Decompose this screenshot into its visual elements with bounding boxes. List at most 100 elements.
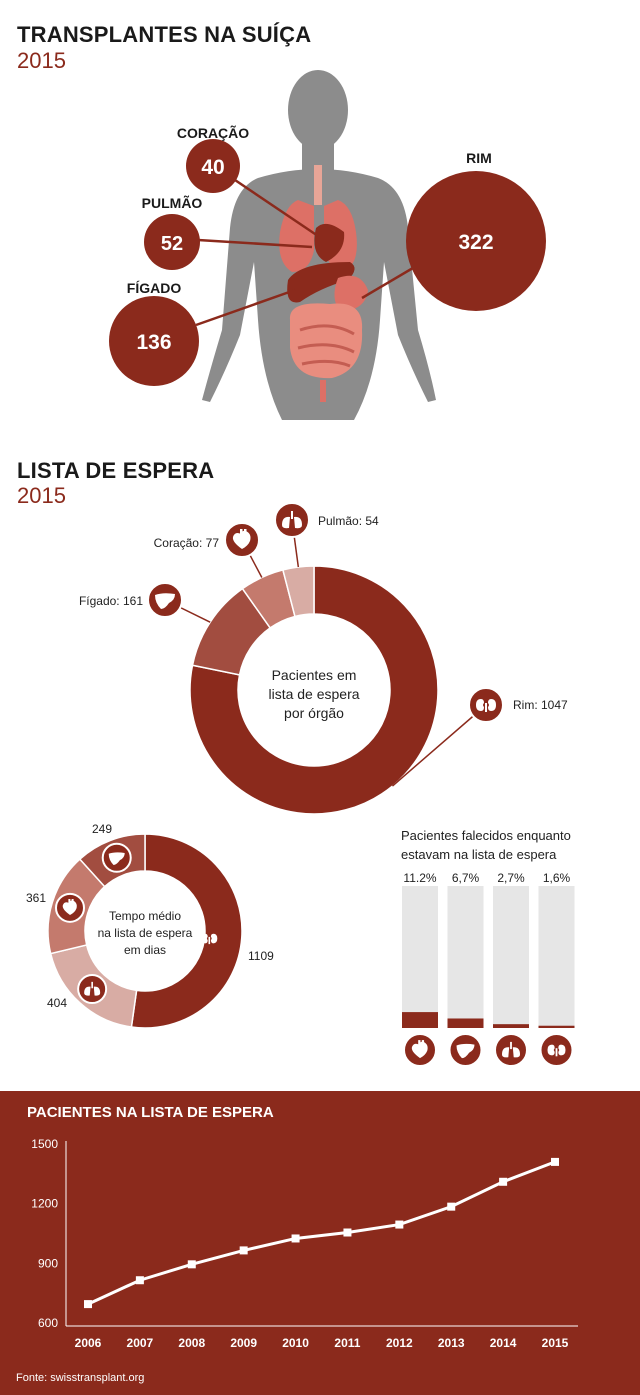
donut2-label-rim: 1109: [248, 949, 274, 963]
bar-fígado: [447, 1018, 484, 1028]
kidney-icon: [468, 687, 504, 723]
heart-value: 40: [201, 156, 224, 179]
liver-value: 136: [136, 331, 171, 354]
liver-icon: [147, 582, 183, 618]
bar-coração: [402, 1012, 438, 1028]
transplants-year: 2015: [17, 48, 66, 73]
organ-bubbles: [109, 139, 546, 386]
donut1-center-line3: por órgão: [284, 705, 344, 721]
human-silhouette: [202, 70, 436, 420]
waiting-title: LISTA DE ESPERA: [17, 458, 215, 483]
data-point: [239, 1246, 248, 1255]
bar-pulmão: [493, 1024, 529, 1028]
donut2-label-fígado: 249: [92, 822, 112, 836]
data-point: [135, 1276, 144, 1285]
kidney-value: 322: [458, 231, 493, 254]
data-point: [395, 1220, 404, 1229]
bar-value-label: 6,7%: [452, 871, 480, 885]
series-line: [87, 1160, 556, 1306]
source-text: Fonte: swisstransplant.org: [16, 1372, 145, 1384]
heart-organ: [314, 223, 345, 262]
y-tick-label: 900: [38, 1256, 58, 1270]
bar-background: [538, 886, 575, 1028]
waiting-donut-chart: [189, 565, 439, 815]
bar-rim: [538, 1025, 575, 1028]
bar-value-label: 1,6%: [543, 871, 571, 885]
donut2-center-line1: Tempo médio: [109, 909, 181, 923]
heart-label: CORAÇÃO: [177, 124, 249, 141]
donut1-slice-pulmão: [282, 565, 315, 618]
donut1-center-line1: Pacientes em: [272, 667, 357, 683]
data-point: [551, 1157, 559, 1166]
lungs-icon: [77, 974, 108, 1005]
liver-organ: [287, 262, 355, 303]
donut1-leader-line: [391, 704, 487, 787]
heart-icon: [54, 892, 85, 923]
x-tick-label: 2012: [386, 1336, 413, 1350]
liver-icon: [101, 842, 132, 873]
x-tick-label: 2013: [438, 1336, 465, 1350]
donut1-center-line2: lista de espera: [268, 686, 359, 702]
x-tick-label: 2015: [542, 1336, 569, 1350]
donut2-center-line2: na lista de espera: [98, 926, 193, 940]
transplants-title: TRANSPLANTES NA SUÍÇA: [17, 22, 312, 47]
kidney-bubble: [406, 171, 546, 311]
donut1-slice-rim: [189, 565, 439, 815]
bar-background: [493, 886, 529, 1028]
bar-background: [447, 886, 484, 1028]
x-tick-label: 2011: [334, 1336, 360, 1350]
kidney-icon: [539, 1033, 574, 1067]
data-point: [447, 1202, 456, 1211]
donut1-label-pulmão: Pulmão: 54: [318, 514, 379, 528]
deaths-title-line2: estavam na lista de espera: [401, 847, 557, 862]
data-point: [187, 1260, 196, 1269]
bar-background: [402, 886, 438, 1028]
liver-icon: [448, 1033, 483, 1067]
line-chart: 1500 1200 900 600 2006 2007 2008 2009 2010 2011 20…: [31, 1137, 578, 1350]
line-chart-title: PACIENTES NA LISTA DE ESPERA: [27, 1104, 274, 1121]
donut2-label-pulmão: 404: [47, 996, 67, 1010]
heart-icon: [224, 522, 260, 558]
data-point: [291, 1234, 300, 1243]
donut2-center-line3: em dias: [124, 943, 166, 957]
bar-value-label: 2,7%: [497, 871, 525, 885]
lung-label: PULMÃO: [142, 194, 203, 211]
liver-bubble: [109, 296, 199, 386]
x-tick-label: 2006: [75, 1336, 102, 1350]
waiting-charts: Rim: 1047 Fígado: 161 Coração: 77 Pulmão: 5…: [26, 502, 575, 1067]
donut2-slice-rim: [130, 833, 243, 1029]
line-chart-panel: [0, 1091, 640, 1395]
time-donut-labels: 1109 404 361 249: [26, 822, 274, 1010]
lungs-icon: [494, 1033, 528, 1067]
data-point: [343, 1228, 352, 1237]
heart-bubble: [186, 139, 240, 193]
kidney-label: RIM: [466, 150, 492, 166]
liver-label: FÍGADO: [127, 280, 182, 296]
x-tick-label: 2010: [282, 1336, 309, 1350]
waiting-donut-labels: Rim: 1047 Fígado: 161 Coração: 77 Pulmão: 5…: [79, 502, 568, 787]
x-tick-label: 2007: [127, 1336, 154, 1350]
y-tick-label: 600: [38, 1316, 58, 1330]
x-tick-label: 2008: [178, 1336, 205, 1350]
data-point: [84, 1300, 92, 1309]
connector-lines: [195, 176, 419, 327]
x-tick-label: 2014: [490, 1336, 517, 1350]
heart-icon: [403, 1033, 437, 1067]
donut1-label-fígado: Fígado: 161: [79, 594, 143, 608]
x-tick-label: 2009: [230, 1336, 257, 1350]
lung-value: 52: [161, 233, 183, 255]
lung-bubble: [144, 214, 200, 270]
donut1-label-rim: Rim: 1047: [513, 698, 568, 712]
waiting-year: 2015: [17, 483, 66, 508]
bar-value-label: 11.2%: [403, 871, 436, 885]
y-tick-label: 1200: [31, 1197, 58, 1211]
data-point: [499, 1177, 508, 1186]
body-illustration: CORAÇÃO 40 PULMÃO 52 FÍGADO 136 RIM 322: [109, 70, 546, 420]
deaths-bar-chart: 11.2% 6,7% 2,7% 1,6%: [402, 871, 575, 1067]
donut1-label-coração: Coração: 77: [154, 536, 220, 550]
y-tick-label: 1500: [31, 1137, 58, 1151]
deaths-title-line1: Pacientes falecidos enquanto: [401, 828, 571, 843]
lungs-icon: [274, 502, 310, 538]
organs-illustration: [279, 165, 368, 402]
donut2-label-coração: 361: [26, 891, 46, 905]
